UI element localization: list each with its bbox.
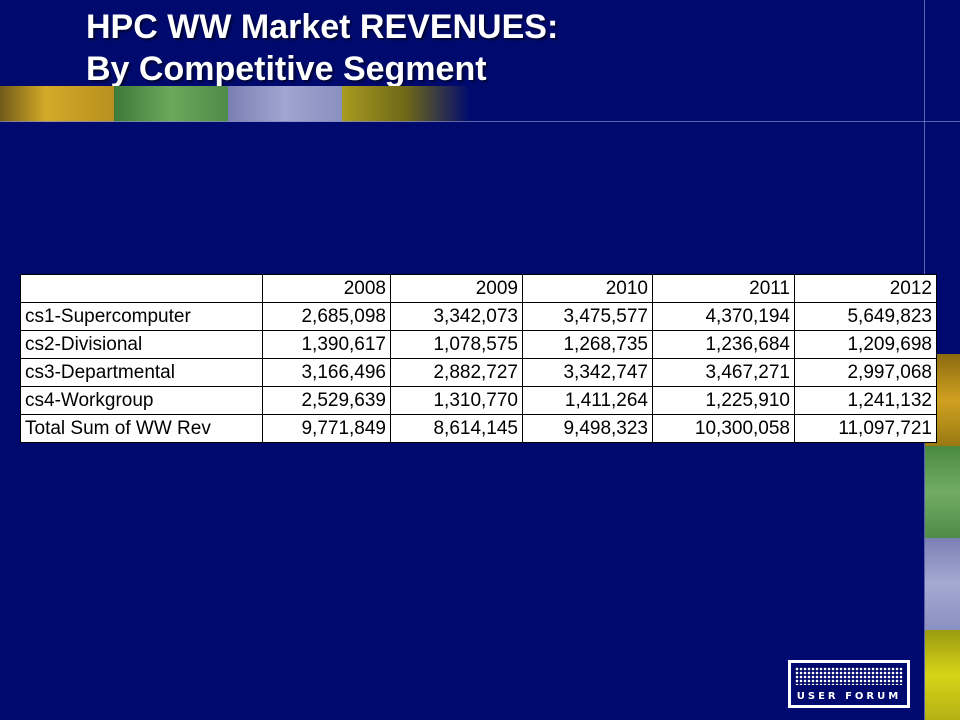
table-cell: 11,097,721	[794, 414, 937, 443]
table-cell: 10,300,058	[652, 414, 795, 443]
table-cell: 1,411,264	[522, 386, 653, 415]
row-label: cs4-Workgroup	[20, 386, 263, 415]
table-cell: 1,390,617	[262, 330, 391, 359]
table-cell: 2,529,639	[262, 386, 391, 415]
table-cell: 2,685,098	[262, 302, 391, 331]
title-line-2: By Competitive Segment	[86, 50, 487, 88]
header-year-cell: 2010	[522, 274, 653, 303]
header-year-cell: 2011	[652, 274, 795, 303]
table-row: cs1-Supercomputer 2,685,098 3,342,073 3,…	[20, 302, 937, 331]
header-blank-cell	[20, 274, 263, 303]
row-label: cs1-Supercomputer	[20, 302, 263, 331]
strip-segment-green	[114, 86, 228, 122]
table-row: cs3-Departmental 3,166,496 2,882,727 3,3…	[20, 358, 937, 387]
table-cell: 3,166,496	[262, 358, 391, 387]
header-year-cell: 2008	[262, 274, 391, 303]
table-cell: 3,342,747	[522, 358, 653, 387]
logo-text: USER FORUM	[796, 691, 902, 702]
table-cell: 2,997,068	[794, 358, 937, 387]
side-bar-lavender	[925, 538, 960, 630]
side-bar-yellow	[925, 630, 960, 720]
table-cell: 1,310,770	[390, 386, 523, 415]
table-cell: 1,236,684	[652, 330, 795, 359]
table-cell: 1,268,735	[522, 330, 653, 359]
table-cell: 1,209,698	[794, 330, 937, 359]
table-cell: 9,771,849	[262, 414, 391, 443]
table-cell: 8,614,145	[390, 414, 523, 443]
row-label: cs3-Departmental	[20, 358, 263, 387]
strip-segment-lavender	[228, 86, 342, 122]
strip-segment-olive	[342, 86, 470, 122]
strip-segment-gold	[0, 86, 114, 122]
header-year-cell: 2012	[794, 274, 937, 303]
header-decorative-strip	[0, 86, 470, 122]
table-cell: 2,882,727	[390, 358, 523, 387]
revenue-table: 2008 2009 2010 2011 2012 cs1-Supercomput…	[20, 274, 937, 443]
table-cell: 9,498,323	[522, 414, 653, 443]
table-cell: 1,078,575	[390, 330, 523, 359]
table-cell: 1,225,910	[652, 386, 795, 415]
slide-title: HPC WW Market REVENUES: By Competitive S…	[86, 6, 558, 90]
table-cell: 5,649,823	[794, 302, 937, 331]
table-cell: 4,370,194	[652, 302, 795, 331]
table-header-row: 2008 2009 2010 2011 2012	[20, 274, 937, 303]
logo-dot-pattern	[795, 667, 903, 685]
hpc-user-forum-logo: USER FORUM	[788, 660, 910, 708]
side-bar-green	[925, 446, 960, 538]
table-cell: 3,467,271	[652, 358, 795, 387]
table-row: cs4-Workgroup 2,529,639 1,310,770 1,411,…	[20, 386, 937, 415]
table-row: cs2-Divisional 1,390,617 1,078,575 1,268…	[20, 330, 937, 359]
row-label: Total Sum of WW Rev	[20, 414, 263, 443]
table-cell: 3,342,073	[390, 302, 523, 331]
table-cell: 1,241,132	[794, 386, 937, 415]
title-line-1: HPC WW Market REVENUES:	[86, 8, 559, 46]
table-cell: 3,475,577	[522, 302, 653, 331]
header-year-cell: 2009	[390, 274, 523, 303]
header-divider-line	[0, 121, 960, 122]
table-row-total: Total Sum of WW Rev 9,771,849 8,614,145 …	[20, 414, 937, 443]
revenue-table-container: 2008 2009 2010 2011 2012 cs1-Supercomput…	[20, 274, 937, 443]
row-label: cs2-Divisional	[20, 330, 263, 359]
